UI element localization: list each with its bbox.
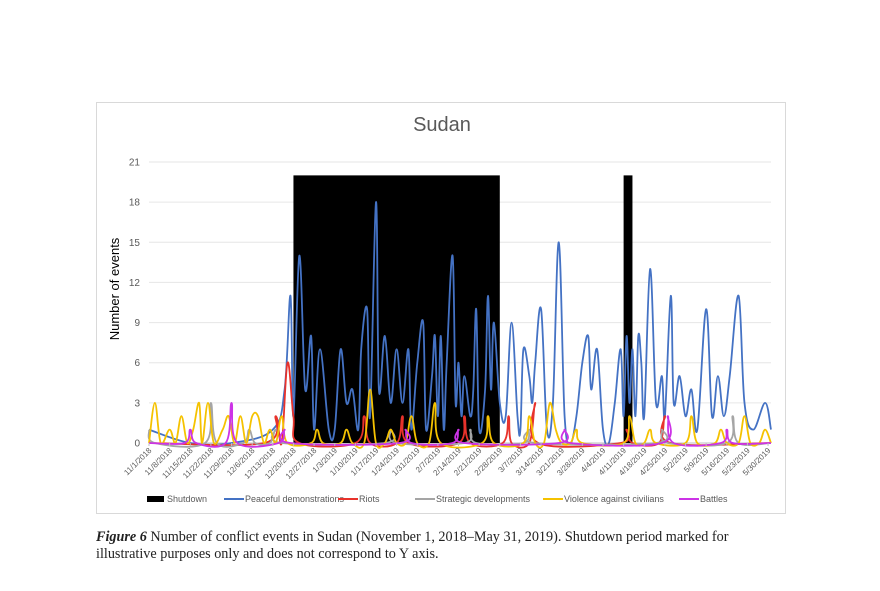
shutdown-bar — [293, 175, 500, 443]
y-tick-label: 0 — [134, 439, 140, 450]
chart-frame: Sudan Number of events 0 3 6 9 12 15 18 21 11/1… — [96, 102, 786, 514]
y-tick-label: 12 — [129, 278, 141, 289]
y-tick-label: 9 — [134, 318, 140, 329]
series-line-peaceful-demonstrations — [148, 201, 772, 447]
figure-label: Figure 6 — [96, 529, 147, 545]
figure-caption: Figure 6 Number of conflict events in Su… — [96, 529, 786, 563]
x-tick-layer: 11/1/201811/8/201811/15/201811/22/201811… — [122, 443, 773, 481]
series-line-battles — [148, 402, 772, 448]
legend-swatch-shutdown — [147, 496, 164, 502]
shutdown-bar — [623, 175, 633, 443]
legend: Shutdown Peaceful demonstrations Riots Stra… — [147, 494, 728, 504]
y-tick-label: 21 — [129, 158, 141, 169]
shutdown-layer — [293, 175, 633, 443]
y-tick-label: 3 — [134, 398, 140, 409]
chart-title: Sudan — [413, 114, 471, 136]
caption-text: Number of conflict events in Sudan (Nove… — [96, 529, 729, 562]
legend-label: Riots — [359, 494, 380, 504]
y-tick-label: 18 — [129, 198, 141, 209]
y-tick-layer: 0 3 6 9 12 15 18 21 — [129, 158, 141, 450]
legend-label: Battles — [700, 494, 728, 504]
y-axis-label: Number of events — [107, 237, 122, 340]
y-tick-label: 6 — [134, 358, 140, 369]
legend-label: Shutdown — [167, 494, 207, 504]
series-line-violence-against-civilians — [148, 388, 772, 449]
legend-label: Violence against civilians — [564, 494, 664, 504]
chart-svg: Sudan Number of events 0 3 6 9 12 15 18 21 11/1… — [107, 114, 773, 504]
legend-label: Strategic developments — [436, 494, 531, 504]
y-tick-label: 15 — [129, 238, 141, 249]
legend-label: Peaceful demonstrations — [245, 494, 345, 504]
